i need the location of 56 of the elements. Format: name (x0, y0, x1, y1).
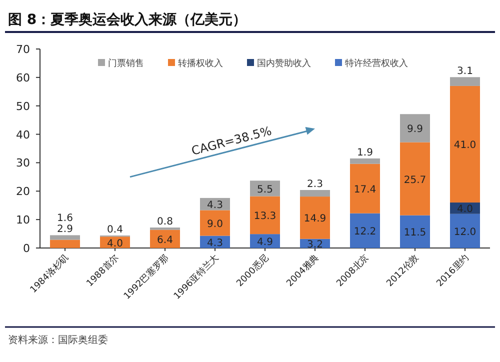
y-tick-label: 0 (23, 242, 30, 255)
y-tick-label: 70 (16, 43, 30, 56)
data-label: 2.3 (307, 179, 323, 190)
data-label: 25.7 (404, 174, 426, 186)
data-label: 14.9 (304, 214, 326, 225)
bar (150, 230, 180, 248)
data-label: 4.0 (457, 204, 473, 216)
data-label: 9.0 (207, 218, 223, 230)
bar (450, 77, 480, 86)
bar (350, 164, 380, 214)
legend-label: 转播权收入 (178, 58, 223, 69)
title: 图 8：夏季奥运会收入来源（亿美元） (8, 12, 247, 28)
bar (200, 210, 230, 236)
data-label: 4.9 (257, 237, 273, 248)
bar (50, 240, 80, 248)
bar (450, 214, 480, 248)
legend-label: 门票销售 (108, 58, 144, 69)
data-label: 0.4 (107, 224, 123, 236)
data-label: 11.5 (404, 228, 426, 239)
bar (400, 142, 430, 216)
bar (450, 86, 480, 203)
bar (350, 213, 380, 248)
bar (300, 190, 330, 197)
legend-label: 特许经营权收入 (345, 58, 408, 69)
text: 资料来源：国际奥组委 (8, 334, 108, 346)
data-label: 41.0 (454, 140, 476, 152)
data-label: 5.5 (257, 184, 273, 196)
data-label: 2.9 (57, 224, 73, 236)
bar (350, 158, 380, 164)
data-label: 12.2 (354, 226, 376, 238)
data-label: 4.0 (107, 238, 123, 250)
bar (250, 180, 280, 196)
y-tick-label: 30 (16, 156, 30, 170)
bar (400, 215, 430, 248)
data-label: 6.4 (157, 234, 173, 246)
data-label: 4.3 (207, 200, 223, 212)
data-label: 12.0 (454, 226, 476, 238)
y-tick-label: 40 (16, 128, 30, 142)
bar (50, 235, 80, 240)
data-label: 17.4 (354, 184, 376, 196)
y-tick-label: 50 (16, 100, 30, 113)
data-label: 0.8 (157, 216, 173, 228)
bar (250, 196, 280, 234)
y-tick-label: 60 (16, 71, 30, 84)
legend-label: 国内赞助收入 (257, 58, 311, 69)
bar (300, 196, 330, 239)
data-label: 3.2 (307, 239, 323, 250)
data-label: 13.3 (254, 211, 276, 222)
data-label: 9.9 (407, 124, 423, 136)
y-tick-label: 20 (16, 185, 30, 198)
y-tick-label: 10 (16, 214, 30, 227)
data-label: 1.6 (57, 213, 73, 224)
data-label: 1.9 (357, 147, 373, 158)
bar (400, 114, 430, 142)
data-label: 3.1 (457, 66, 473, 78)
data-label: 4.3 (207, 238, 223, 249)
